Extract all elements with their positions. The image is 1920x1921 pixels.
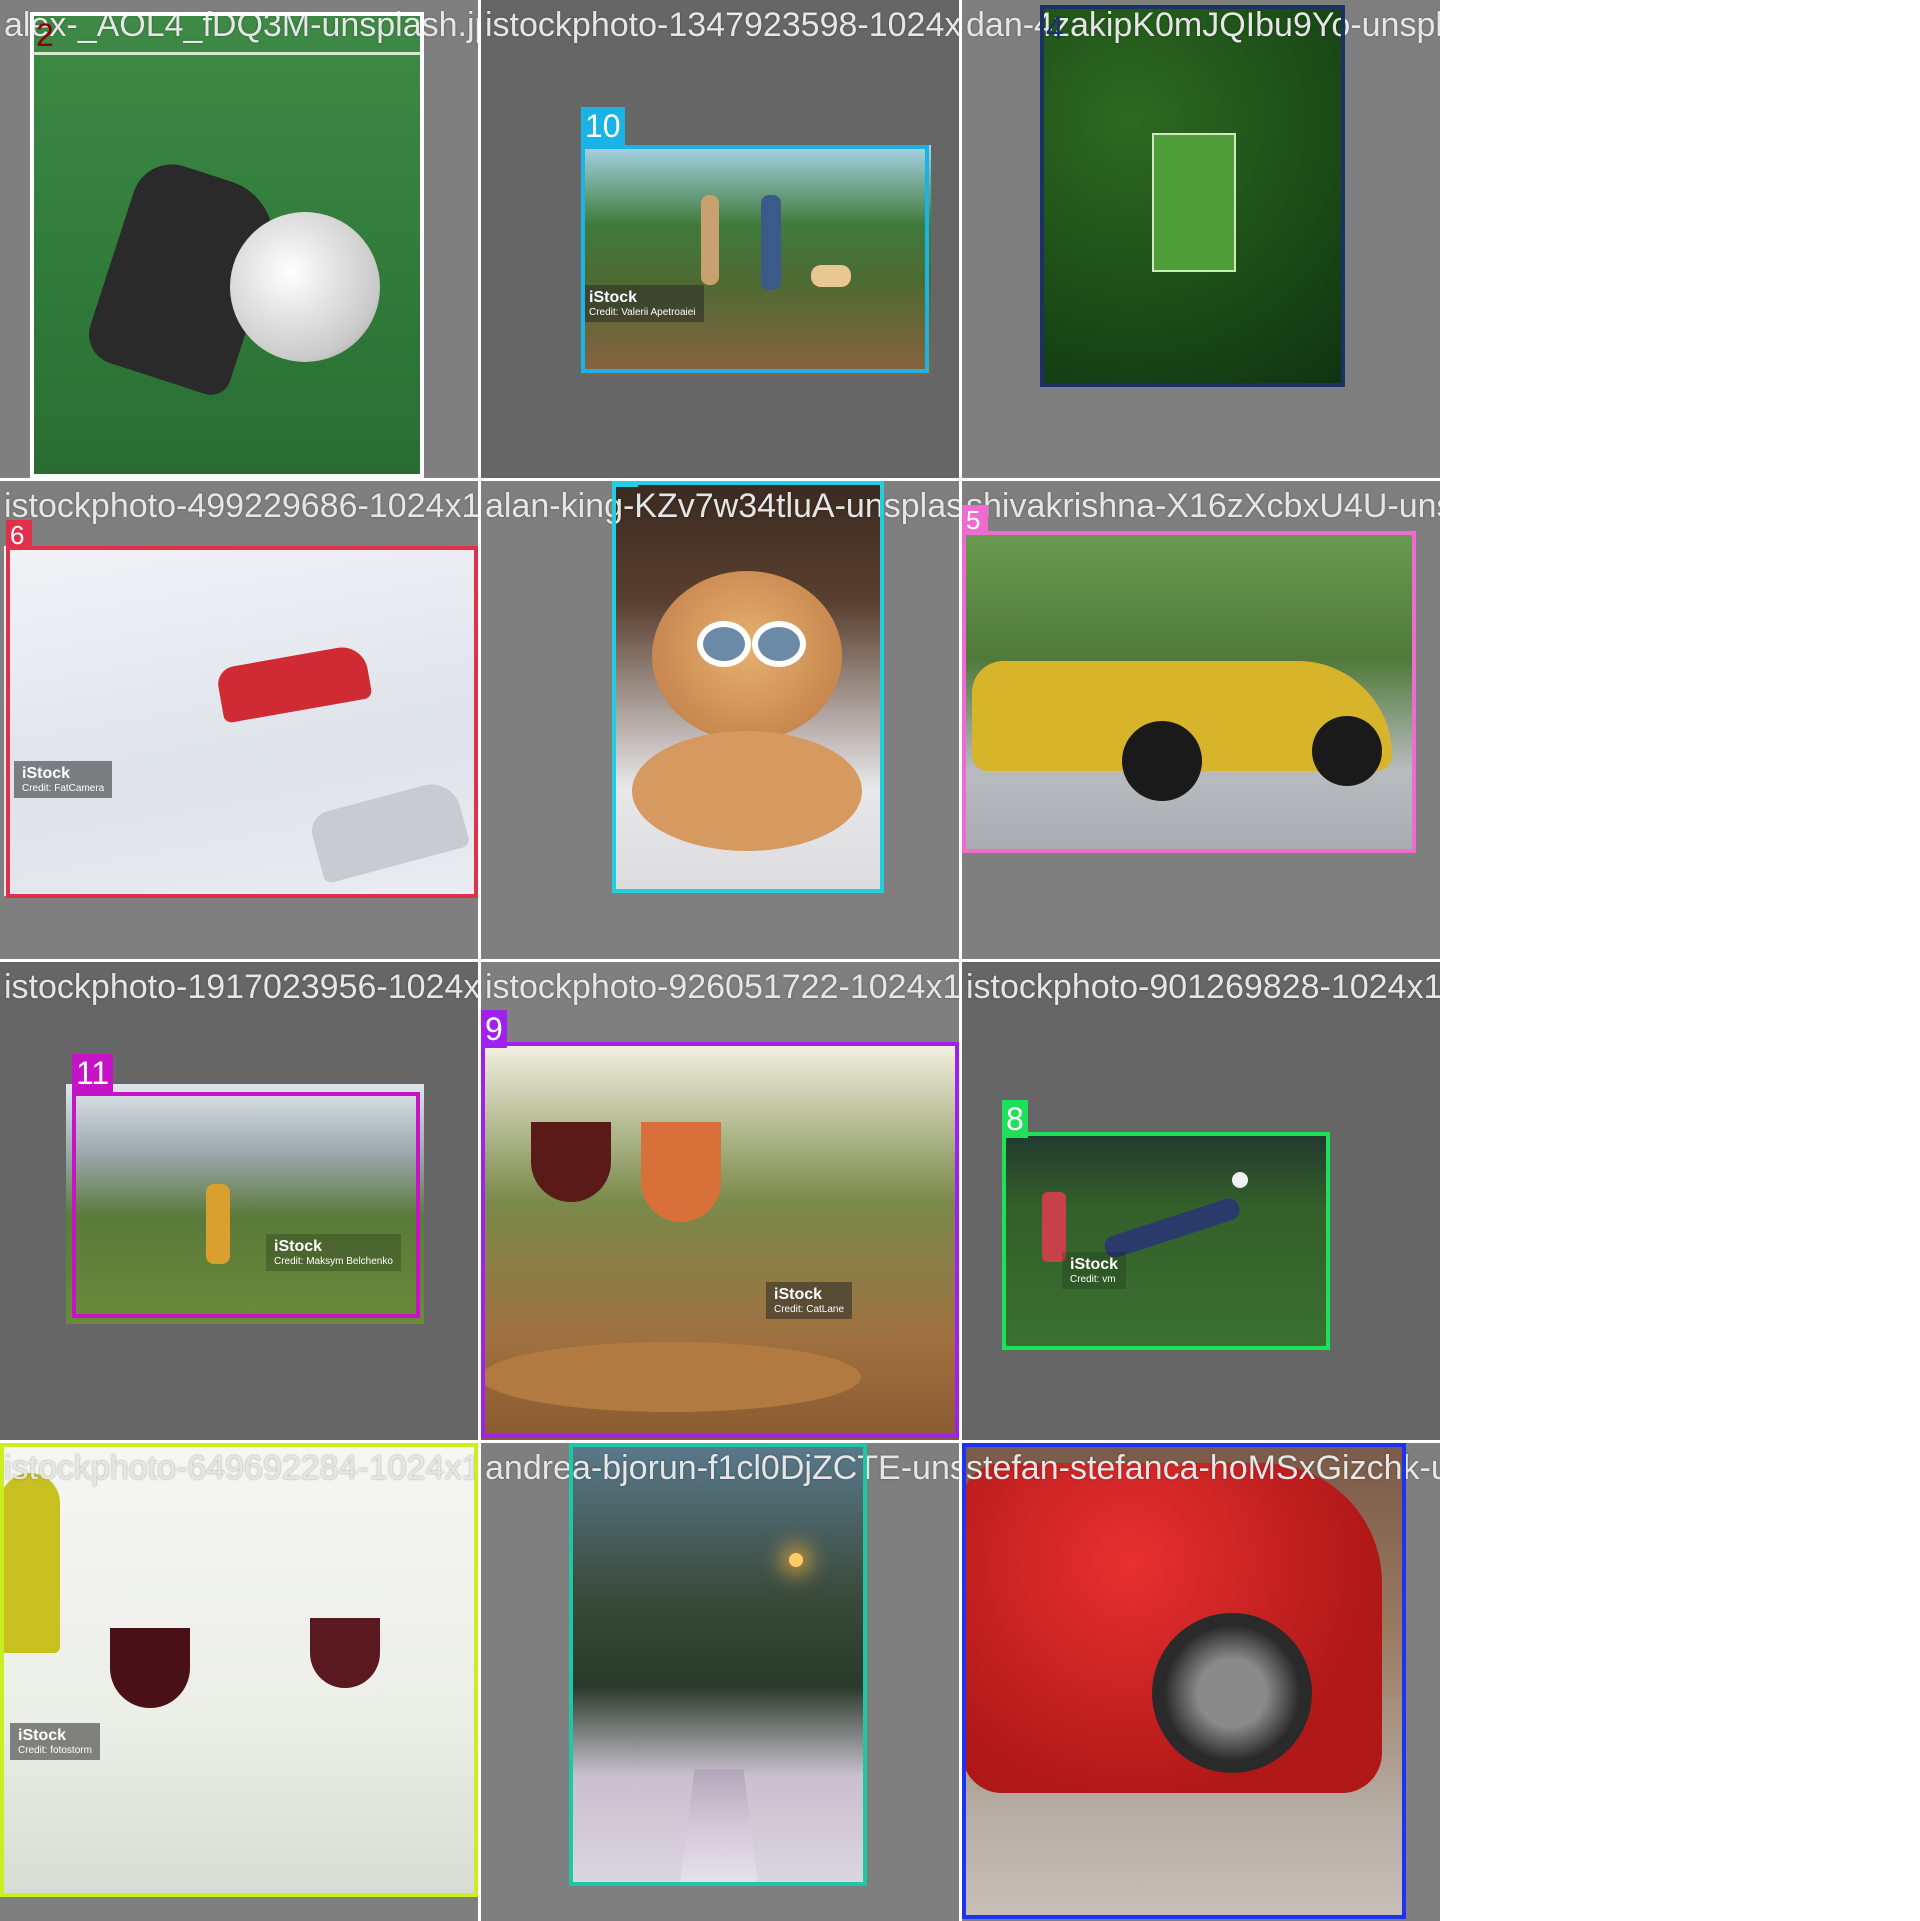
watermark-credit: Credit: Valerii Apetroaiei [589,307,696,318]
dog [811,265,851,287]
dog-body [632,731,862,851]
detection-box[interactable]: 8 [1002,1100,1330,1350]
detection-box[interactable]: 11 [72,1054,420,1318]
photo: iStock Credit: Valerii Apetroaiei [581,145,931,375]
watermark-brand: iStock [774,1286,823,1303]
watermark-credit: Credit: FatCamera [22,783,105,794]
wooden-board [481,1342,861,1412]
detection-box[interactable]: 7 [0,1443,478,1897]
detection-label: 3 [569,1443,595,1445]
detection-label: 0 [962,1443,988,1445]
watermark: iStock Credit: fotostorm [10,1723,100,1760]
vase [0,1473,60,1653]
file-name: stefan-stefanca-hoMSxGizchk-unsplash.jpg [966,1449,1440,1487]
detection-label: 2 [36,17,54,53]
wheel [1122,721,1202,801]
photo [962,531,1414,851]
watermark-credit: Credit: fotostorm [18,1745,92,1756]
photo: iStock Credit: FatCamera [4,546,478,896]
photo: iStock Credit: CatLane [481,1042,959,1440]
photo [962,1443,1406,1919]
detection-box[interactable]: 1 [612,481,884,893]
soccer-ball [230,212,380,362]
wheel [1152,1613,1312,1773]
tile-forest-field[interactable]: dan-4zakipK0mJQIbu9Yo-unsplash.jpg 4 [962,0,1440,478]
detection-label: 10 [581,107,625,145]
tile-soccer-shoe[interactable]: alex-_AOL4_fDQ3M-unsplash.jpg 2 [0,0,478,478]
ball [1232,1172,1248,1188]
photo [569,1443,867,1886]
tile-dinner-wine[interactable]: iStock Credit: fotostorm istockphoto-6496… [0,1443,478,1921]
tile-wine-glasses[interactable]: iStock Credit: CatLane istockphoto-926051… [481,962,959,1440]
tile-snowy-road[interactable]: andrea-bjorun-f1cl0DjZCTE-unsplash.jpg 3 [481,1443,959,1921]
watermark-brand: iStock [22,765,71,782]
watermark-brand: iStock [589,289,638,306]
detection-box[interactable]: 5 [962,505,1416,853]
sunglasses [697,621,751,667]
detection-box[interactable]: 4 [1040,5,1345,387]
wine-glass [310,1618,380,1688]
detection-box[interactable]: 3 [569,1443,867,1886]
watermark-brand: iStock [1070,1256,1119,1273]
wheel [1312,716,1382,786]
photo: iStock Credit: fotostorm [0,1443,478,1897]
file-name: andrea-bjorun-f1cl0DjZCTE-unsplash.jpg [485,1449,959,1487]
detection-label: 5 [962,505,988,535]
wine-glass [641,1122,721,1222]
file-name: istockphoto-499229686-1024x1024.jpg [4,487,478,525]
hiker [206,1184,230,1264]
detection-label: 4 [1046,10,1064,46]
detection-box[interactable]: 10 [581,107,929,373]
watermark: iStock Credit: Maksym Belchenko [266,1234,401,1271]
watermark: iStock Credit: Valerii Apetroaiei [581,285,704,322]
photo: iStock Credit: Maksym Belchenko [66,1084,424,1324]
file-name: istockphoto-901269828-1024x1024.jpg [966,968,1440,1006]
wine-glass [531,1122,611,1202]
detection-box[interactable]: 0 [962,1443,1406,1919]
detection-label: 8 [1002,1100,1028,1138]
detection-box[interactable]: 6 [6,520,478,898]
street-light [789,1553,803,1567]
file-name: shivakrishna-X16zXcbxU4U-unsplash.jpg [966,487,1440,525]
tile-snow-cars[interactable]: iStock Credit: FatCamera istockphoto-4992… [0,481,478,959]
tile-red-car[interactable]: stefan-stefanca-hoMSxGizchk-unsplash.jpg… [962,1443,1440,1921]
detection-box[interactable]: 9 [481,1010,959,1438]
tile-dog-sunglasses[interactable]: alan-king-KZv7w34tluA-unsplash.jpg 1 [481,481,959,959]
soccer-field [1152,133,1236,272]
tile-family-walk[interactable]: iStock Credit: Valerii Apetroaiei istockp… [481,0,959,478]
file-name: istockphoto-1917023956-1024x1024.jpg [4,968,478,1006]
watermark: iStock Credit: vm [1062,1252,1127,1289]
file-name: istockphoto-926051722-1024x1024.jpg [485,968,959,1006]
file-name: istockphoto-649692284-1024x1024.jpg [4,1449,478,1487]
sunglasses [752,621,806,667]
tile-hiker[interactable]: iStock Credit: Maksym Belchenko istockpho… [0,962,478,1440]
detection-label: 7 [0,1443,26,1445]
watermark-credit: Credit: vm [1070,1274,1116,1285]
photo [1040,5,1345,387]
photo: iStock Credit: vm [1002,1132,1328,1348]
image-grid: alex-_AOL4_fDQ3M-unsplash.jpg 2 iStock Cr… [0,0,1440,1921]
watermark-brand: iStock [274,1238,323,1255]
player [1042,1192,1066,1262]
detection-label: 11 [72,1054,114,1092]
person [701,195,719,285]
watermark: iStock Credit: FatCamera [14,761,113,798]
detection-box[interactable]: 2 [30,12,424,478]
detection-label: 9 [481,1010,507,1048]
detection-label: 1 [612,481,638,487]
watermark-credit: Credit: Maksym Belchenko [274,1256,393,1267]
watermark-brand: iStock [18,1727,67,1744]
file-name: dan-4zakipK0mJQIbu9Yo-unsplash.jpg [966,6,1440,44]
watermark-credit: Credit: CatLane [774,1304,845,1315]
person [761,195,781,290]
photo [612,481,880,891]
wine-glass [110,1628,190,1708]
photo [30,12,420,478]
file-name: istockphoto-1347923598-1024x1024.jpg [485,6,959,44]
tile-soccer-kick[interactable]: iStock Credit: vm istockphoto-901269828-1… [962,962,1440,1440]
detection-label: 6 [6,520,32,550]
watermark: iStock Credit: CatLane [766,1282,853,1319]
tile-yellow-car[interactable]: shivakrishna-X16zXcbxU4U-unsplash.jpg 5 [962,481,1440,959]
field-line [30,52,420,55]
